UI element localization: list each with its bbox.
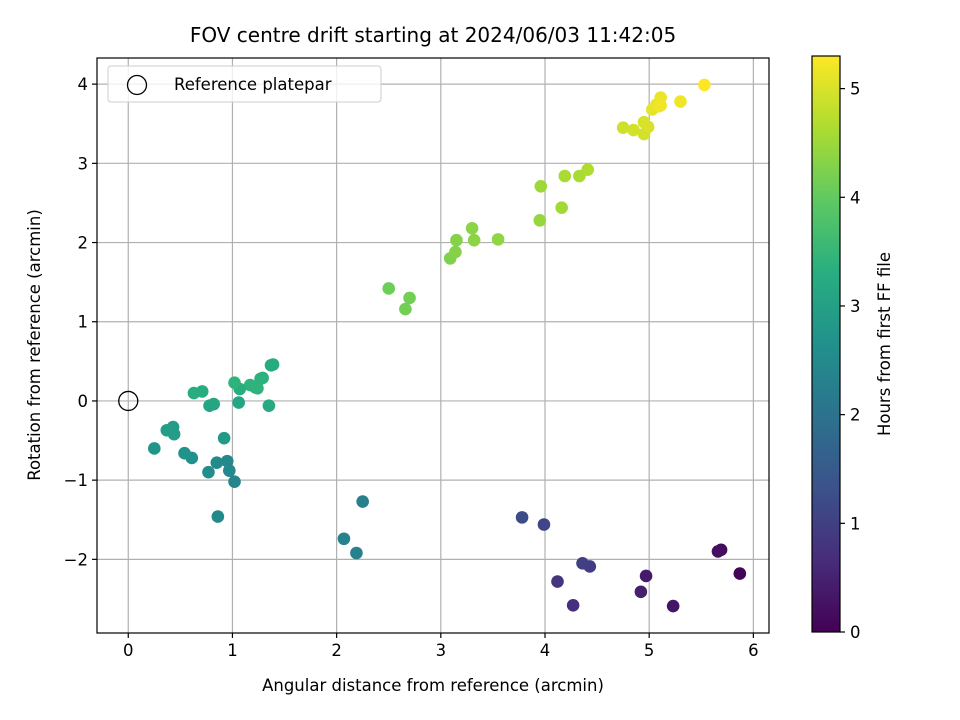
scatter-point [217,431,231,445]
colorbar-tick-label: 5 [850,80,861,99]
x-tick-label: 0 [123,641,134,660]
colorbar-tick-label: 4 [850,188,861,207]
scatter-point [228,376,241,390]
legend-entry-label: Reference platepar [174,75,332,94]
scatter-point [220,454,234,468]
x-tick-label: 4 [540,641,551,660]
y-tick-label: −2 [64,550,88,569]
x-tick-label: 5 [644,641,655,660]
scatter-point [566,598,580,612]
x-tick-label: 2 [331,641,342,660]
legend-box [107,65,382,103]
legend: Reference platepar [107,65,382,103]
y-tick-label: −1 [64,471,88,490]
scatter-point [450,233,463,247]
scatter-point [187,386,201,400]
scatter-point [232,396,245,409]
scatter-point [515,511,529,524]
scatter-point [399,302,412,316]
scatter-point [467,233,481,247]
colorbar-label: Hours from first FF file [875,252,894,436]
scatter-point [465,221,479,235]
scatter-point [160,423,174,437]
reference-marker-layer [118,390,139,412]
scatter-point [266,358,280,371]
scatter-point [537,518,551,531]
scatter-point [654,99,667,112]
y-axis-label: Rotation from reference (arcmin) [25,209,44,481]
scatter-point [627,123,640,137]
y-tick-label: 2 [78,234,89,253]
scatter-point [337,532,351,546]
y-tick-label: 4 [78,75,89,94]
colorbar-frame [811,55,841,633]
scatter-point [228,475,241,489]
y-tick-label: 3 [78,154,89,173]
y-tick-label: 1 [78,313,89,332]
scatter-point [551,575,564,588]
scatter-point [211,510,225,523]
reference-platepar-marker [118,390,139,412]
scatter-point [262,399,276,412]
x-tick-label: 1 [227,641,238,660]
scatter-point [491,233,505,246]
x-axis-label: Angular distance from reference (arcmin) [262,676,604,695]
scatter-point [210,456,224,470]
scatter-point [203,399,216,412]
scatter-point [616,121,630,134]
scatter-point [639,569,653,583]
grid-lines [97,58,769,633]
scatter-point [403,291,416,305]
scatter-point [641,120,655,134]
scatter-point [178,446,191,460]
scatter-point [534,180,548,193]
scatter-point [674,95,687,108]
scatter-point [350,546,363,560]
colorbar-tick-label: 3 [850,297,861,316]
scatter-point [558,169,572,183]
y-tick-label: 0 [78,392,89,411]
colorbar-ticks: 0 1 2 3 4 5 [840,80,861,642]
scatter-point [634,585,648,599]
colorbar-tick-label: 2 [850,406,861,425]
scatter-point [698,78,711,92]
scatter-point [148,442,161,455]
scatter-point [202,465,215,479]
scatter-point [666,599,680,613]
colorbar: 0 1 2 3 4 5 Hours from first FF file [811,55,894,642]
scatter-point [533,214,547,227]
chart-title: FOV centre drift starting at 2024/06/03 … [190,23,676,47]
scatter-point [711,545,725,558]
scatter-point [449,245,462,259]
scatter-point [382,282,396,295]
x-tick-label: 3 [436,641,447,660]
plot-frame [96,57,770,634]
scatter-point [581,163,595,176]
scatter-point [356,495,369,508]
scatter-point [733,567,747,580]
scatter-points [148,78,747,613]
scatter-point [576,557,589,570]
scatter-point [251,381,264,395]
colorbar-tick-label: 1 [850,514,861,533]
colorbar-tick-label: 0 [850,623,861,642]
x-axis-ticks: 0 1 2 3 4 5 6 [123,633,759,660]
x-tick-label: 6 [748,641,759,660]
y-axis-ticks: −2 −1 0 1 2 3 4 [64,75,97,569]
scatter-point [555,201,568,214]
scatter-point [223,464,236,477]
legend-marker-icon [126,74,148,96]
colorbar-gradient [812,56,840,632]
